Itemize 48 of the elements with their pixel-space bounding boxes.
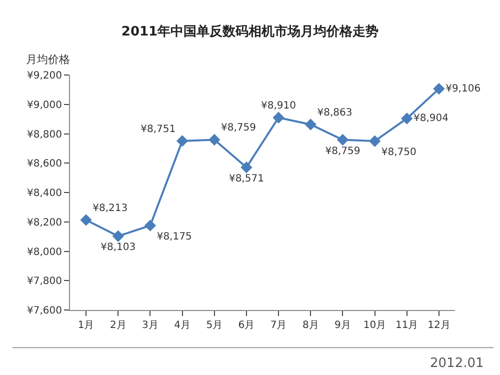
x-tick-label: 12月 <box>428 320 450 331</box>
point <box>208 134 220 146</box>
data-label: ¥8,904 <box>414 112 449 124</box>
y-tick-label: ¥8,600 <box>27 158 62 170</box>
point <box>240 162 252 174</box>
text: 2012.01 <box>430 356 484 371</box>
x-tick-label: 6月 <box>238 320 255 331</box>
data-label: ¥8,751 <box>140 124 176 135</box>
y-tick-label: ¥9,200 <box>27 70 62 82</box>
point <box>80 214 92 226</box>
x-tick-label: 7月 <box>270 320 287 331</box>
data-label: ¥8,571 <box>228 174 264 185</box>
x-tick-label: 3月 <box>142 320 158 331</box>
data-label: ¥8,759 <box>325 146 360 157</box>
y-tick-label: ¥9,000 <box>27 100 62 111</box>
point <box>176 135 188 147</box>
y-axis-title: 月均价格 <box>26 53 70 66</box>
point <box>401 112 413 124</box>
data-label: ¥9,106 <box>446 83 481 94</box>
point <box>272 112 284 124</box>
x-tick-label: 2月 <box>110 320 126 331</box>
data-label: ¥8,759 <box>221 122 256 134</box>
x-tick-label: 8月 <box>302 320 319 331</box>
data-label: ¥8,103 <box>100 242 136 254</box>
y-tick-label: ¥8,400 <box>27 188 62 199</box>
x-tick-label: 1月 <box>78 320 94 331</box>
data-label: ¥8,213 <box>92 202 128 214</box>
y-tick-label: ¥8,000 <box>27 246 62 258</box>
x-tick-label: 9月 <box>334 320 351 331</box>
point <box>368 135 381 147</box>
point <box>112 230 124 242</box>
point <box>433 82 445 95</box>
point <box>336 134 349 146</box>
data-label: ¥8,175 <box>156 232 192 243</box>
data-label: ¥8,863 <box>317 107 352 118</box>
y-tick-label: ¥7,800 <box>27 276 62 288</box>
x-tick-label: 10月 <box>363 320 386 331</box>
y-tick-label: ¥8,800 <box>27 129 62 140</box>
point <box>304 118 316 130</box>
x-tick-label: 4月 <box>174 320 190 331</box>
y-tick-label: ¥8,200 <box>27 217 62 228</box>
point <box>144 220 156 232</box>
data-label: ¥8,750 <box>381 147 416 158</box>
x-tick-label: 5月 <box>206 320 223 331</box>
y-tick-label: ¥7,600 <box>27 306 62 316</box>
chart-title: 2011年中国单反数码相机市场月均价格走势 <box>121 23 379 40</box>
x-tick-label: 11月 <box>396 320 418 331</box>
data-label: ¥8,910 <box>261 100 296 112</box>
